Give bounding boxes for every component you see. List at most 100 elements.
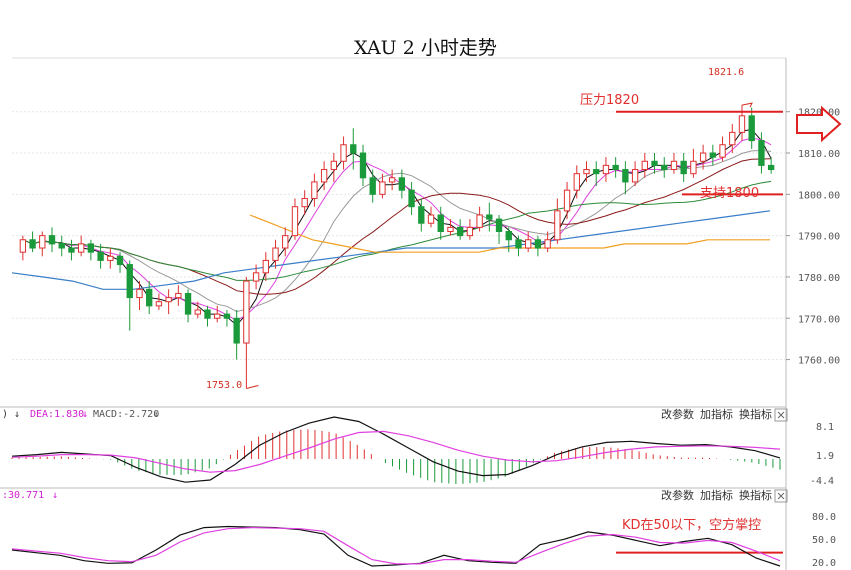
candle-body — [19, 239, 27, 253]
price-tick-label: 1760.00 — [798, 356, 840, 367]
candle-body — [612, 164, 619, 171]
candle-body — [729, 131, 736, 146]
macd-dea-arrow: ↓ — [82, 409, 88, 420]
right-arrow-icon — [796, 105, 842, 143]
kd-close-icon[interactable] — [774, 489, 788, 503]
candle-body — [369, 177, 376, 195]
candle-body — [505, 231, 512, 241]
candle-body — [243, 280, 250, 344]
low-marker-arrow — [246, 384, 259, 389]
macd-header-prefix: ) ↓ — [2, 409, 20, 420]
price-tick-label: 1780.00 — [798, 273, 840, 284]
candle-body — [282, 235, 289, 249]
candle-body — [223, 313, 231, 319]
candle-body — [272, 247, 279, 261]
ma-blue-line — [11, 210, 771, 290]
macd-button-switch[interactable]: 换指标 — [739, 407, 772, 421]
price-tick-label: 1820.00 — [798, 108, 840, 119]
candle-body — [379, 181, 386, 195]
candle-body — [758, 140, 765, 166]
candle-body — [175, 292, 182, 299]
macd-tick-top: 8.1 — [816, 422, 834, 433]
kd-d-line — [11, 526, 781, 565]
kd-button-add[interactable]: 加指标 — [700, 488, 733, 502]
kd-tick-20: 20.0 — [812, 558, 836, 569]
candle-body — [437, 214, 444, 233]
macd-dea-value: DEA:1.830 — [30, 409, 84, 420]
candle-body — [408, 189, 415, 208]
candle-body — [136, 288, 143, 299]
kd-value: :30.771 — [2, 490, 44, 501]
candle-body — [593, 169, 600, 175]
candle-body — [301, 197, 308, 208]
candle-body — [670, 160, 678, 171]
ma-green-line — [22, 180, 772, 281]
macd-tick-bottom: -4.4 — [810, 476, 834, 487]
candle-body — [388, 177, 396, 183]
candle-body — [515, 239, 522, 249]
candle-body — [194, 309, 201, 315]
chart-title: XAU 2 小时走势 — [354, 37, 497, 59]
macd-value: MACD:-2.720 — [93, 409, 159, 420]
support-annotation: 支持1800 — [700, 186, 759, 201]
macd-dea-line — [11, 430, 781, 473]
candle-body — [252, 272, 260, 282]
candle-body — [68, 247, 75, 253]
candle-body — [97, 251, 104, 261]
candle-body — [29, 239, 36, 249]
candle-body — [622, 169, 629, 183]
candle-body — [311, 181, 318, 199]
macd-close-icon[interactable] — [774, 408, 788, 422]
candle-body — [534, 239, 542, 249]
kd-button-switch[interactable]: 换指标 — [739, 488, 772, 502]
candle-body — [447, 226, 454, 233]
candle-body — [184, 292, 192, 315]
ma-orange-line — [249, 214, 770, 253]
resistance-annotation: 压力1820 — [580, 93, 639, 108]
candle-body — [418, 206, 425, 224]
ma-black-line — [22, 129, 772, 326]
high-marker-arrow — [741, 102, 753, 108]
candle-body — [155, 301, 163, 307]
candle-body — [651, 160, 658, 166]
candle-body — [291, 206, 299, 237]
high-marker-label: 1821.6 — [708, 67, 744, 78]
candle-body — [350, 144, 357, 154]
macd-dif-line — [11, 416, 781, 483]
candle-body — [359, 152, 367, 179]
candle-body — [661, 164, 668, 171]
candle-body — [340, 144, 347, 162]
kd-annotation: KD在50以下，空方掌控 — [622, 517, 761, 533]
kd-button-params[interactable]: 改参数 — [661, 488, 694, 502]
candle-body — [146, 288, 153, 307]
candle-body — [641, 160, 648, 171]
candle-body — [214, 313, 221, 319]
candle-body — [330, 160, 338, 171]
kd-tick-50: 50.0 — [812, 535, 836, 546]
candle-body — [767, 164, 775, 171]
macd-button-params[interactable]: 改参数 — [661, 407, 694, 421]
candle-body — [709, 152, 717, 158]
price-tick-label: 1770.00 — [798, 314, 840, 325]
price-tick-label: 1800.00 — [798, 190, 840, 201]
candle-body — [631, 169, 639, 183]
candle-body — [262, 259, 269, 274]
kd-k-line — [11, 525, 781, 567]
candle-body — [583, 169, 590, 175]
candle-body — [466, 226, 474, 237]
macd-button-add[interactable]: 加指标 — [700, 407, 733, 421]
candle-body — [699, 152, 707, 162]
candle-body — [58, 243, 65, 249]
candle-body — [398, 177, 406, 191]
macd-arrow: ↓ — [153, 409, 159, 420]
candle-body — [544, 239, 551, 249]
candle-body — [602, 164, 610, 175]
candle-body — [39, 235, 46, 249]
candle-body — [738, 115, 746, 133]
candle-body — [77, 243, 85, 253]
candle-body — [563, 189, 571, 212]
candle-body — [126, 264, 133, 299]
candle-body — [719, 144, 726, 158]
candle-body — [554, 210, 561, 241]
macd-tick-mid: 1.9 — [816, 451, 834, 462]
